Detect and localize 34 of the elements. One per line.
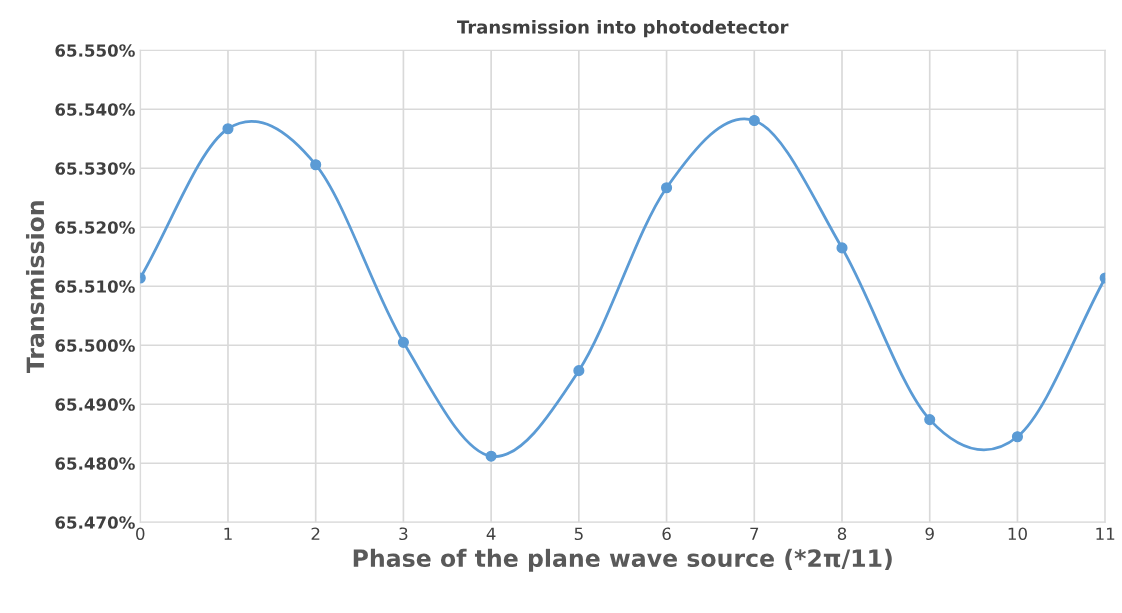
- x-tick-label: 3: [399, 527, 408, 541]
- x-tick-label: 0: [136, 527, 145, 541]
- y-tick-label: 65.530%: [55, 162, 135, 175]
- point: [748, 114, 760, 127]
- x-tick-label: 6: [662, 527, 671, 541]
- y-tick-label: 65.500%: [55, 339, 135, 352]
- x-tick-label: 1: [224, 527, 232, 540]
- x-tick-label: 9: [925, 527, 934, 541]
- y-tick-label: 65.480%: [55, 457, 135, 470]
- y-axis-title: Transmission: [25, 201, 45, 374]
- point: [222, 123, 234, 135]
- point: [924, 414, 936, 426]
- y-tick-label: 65.490%: [55, 398, 135, 411]
- y-tick-label: 65.470%: [55, 516, 135, 529]
- point: [1011, 431, 1024, 443]
- x-axis-title: Phase of the plane wave source (*2π/11): [353, 548, 892, 572]
- y-tick-label: 65.550%: [55, 44, 135, 57]
- point: [310, 159, 322, 171]
- point: [661, 182, 673, 194]
- x-tick-label: 2: [311, 527, 320, 540]
- chart-title: Transmission into photodetector: [457, 19, 789, 38]
- x-tick-label: 7: [750, 527, 759, 540]
- point: [836, 242, 848, 254]
- y-tick-label: 65.540%: [55, 103, 135, 116]
- x-tick-label: 5: [574, 527, 583, 541]
- y-tick-label: 65.520%: [55, 221, 135, 234]
- x-tick-label: 10: [1008, 527, 1027, 541]
- point: [573, 365, 585, 377]
- x-tick-label: 11: [1096, 527, 1115, 540]
- point: [397, 336, 409, 348]
- y-tick-label: 65.510%: [55, 280, 135, 293]
- point: [485, 450, 497, 462]
- x-tick-label: 8: [837, 527, 847, 541]
- x-tick-label: 4: [486, 527, 496, 540]
